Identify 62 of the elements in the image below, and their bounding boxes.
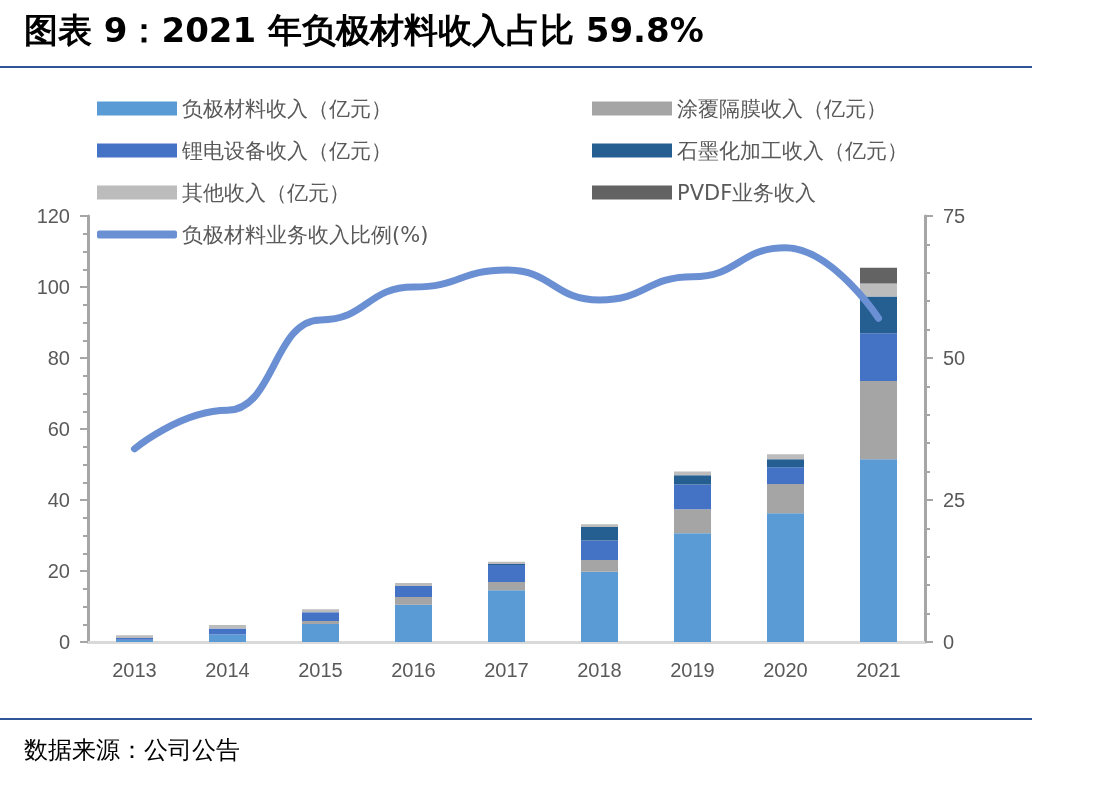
source-note: 数据来源：公司公告 (24, 735, 240, 766)
y-tick-label: 60 (47, 418, 70, 440)
bar (674, 484, 711, 510)
bar (860, 459, 897, 642)
bar (488, 590, 525, 642)
bar (395, 585, 432, 597)
bar (488, 564, 525, 583)
legend-label: 负极材料业务收入比例(%) (182, 222, 429, 247)
bar (209, 624, 246, 629)
bar (395, 596, 432, 605)
x-tick-label: 2019 (670, 659, 715, 681)
y-tick-label: 80 (47, 347, 70, 369)
bar (581, 540, 618, 560)
bar (767, 484, 804, 514)
bar (767, 459, 804, 468)
bar (302, 623, 339, 642)
x-tick-label: 2018 (577, 659, 622, 681)
x-tick-label: 2013 (112, 659, 157, 681)
bar (860, 381, 897, 460)
bar (767, 467, 804, 485)
x-tick-label: 2020 (763, 659, 808, 681)
y-tick-label: 40 (47, 489, 70, 511)
bar (581, 524, 618, 527)
legend-label: 石墨化加工收入（亿元） (677, 138, 908, 163)
x-tick-label: 2015 (298, 659, 343, 681)
x-tick-label: 2021 (856, 659, 901, 681)
legend-label: 其他收入（亿元） (182, 180, 350, 205)
bar (395, 583, 432, 586)
legend-label: 负极材料收入（亿元） (182, 96, 392, 121)
y-tick-label: 120 (36, 205, 70, 227)
bar (860, 333, 897, 382)
bar (581, 526, 618, 541)
y2-tick-label: 75 (943, 205, 966, 227)
bar (674, 475, 711, 485)
y2-tick-label: 25 (943, 489, 966, 511)
y2-tick-label: 0 (943, 631, 955, 653)
chart-title: 图表 9：2021 年负极材料收入占比 59.8% (24, 9, 704, 52)
bar (581, 560, 618, 572)
bar (395, 604, 432, 642)
y-tick-label: 0 (58, 631, 70, 653)
x-tick-label: 2014 (205, 659, 250, 681)
bar (581, 571, 618, 642)
bar (860, 283, 897, 297)
bar (767, 454, 804, 460)
bar (674, 533, 711, 642)
x-tick-label: 2017 (484, 659, 529, 681)
y-tick-label: 100 (36, 276, 70, 298)
legend-label: PVDF业务收入 (677, 180, 817, 205)
legend-label: 锂电设备收入（亿元） (181, 138, 392, 163)
bar (767, 513, 804, 642)
bar (302, 612, 339, 622)
y2-tick-label: 50 (943, 347, 966, 369)
x-tick-label: 2016 (391, 659, 436, 681)
bar (302, 621, 339, 624)
bar (674, 509, 711, 534)
bar (860, 267, 897, 284)
bar (209, 634, 246, 642)
bar (302, 609, 339, 613)
bar (209, 628, 246, 635)
y-tick-label: 20 (47, 560, 70, 582)
legend-label: 涂覆隔膜收入（亿元） (677, 96, 887, 121)
bar (488, 582, 525, 591)
